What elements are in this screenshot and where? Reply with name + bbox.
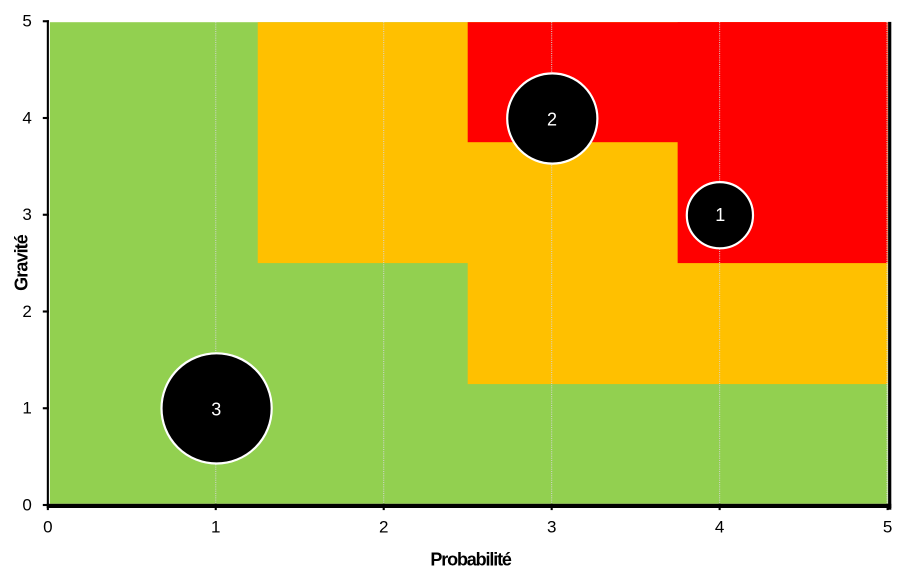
svg-text:4: 4 [715, 517, 724, 536]
svg-text:3: 3 [22, 205, 31, 224]
svg-text:2: 2 [379, 517, 388, 536]
svg-text:1: 1 [211, 517, 220, 536]
svg-text:0: 0 [22, 495, 31, 514]
svg-text:Probabilité: Probabilité [430, 550, 512, 570]
svg-text:3: 3 [211, 399, 221, 419]
svg-text:2: 2 [547, 109, 557, 129]
svg-text:5: 5 [883, 517, 892, 536]
svg-text:1: 1 [715, 205, 725, 225]
svg-text:Gravité: Gravité [12, 234, 32, 291]
svg-text:4: 4 [22, 108, 31, 127]
svg-text:2: 2 [22, 302, 31, 321]
svg-text:0: 0 [43, 517, 52, 536]
svg-text:5: 5 [22, 12, 31, 31]
svg-text:3: 3 [547, 517, 556, 536]
svg-text:1: 1 [22, 399, 31, 418]
